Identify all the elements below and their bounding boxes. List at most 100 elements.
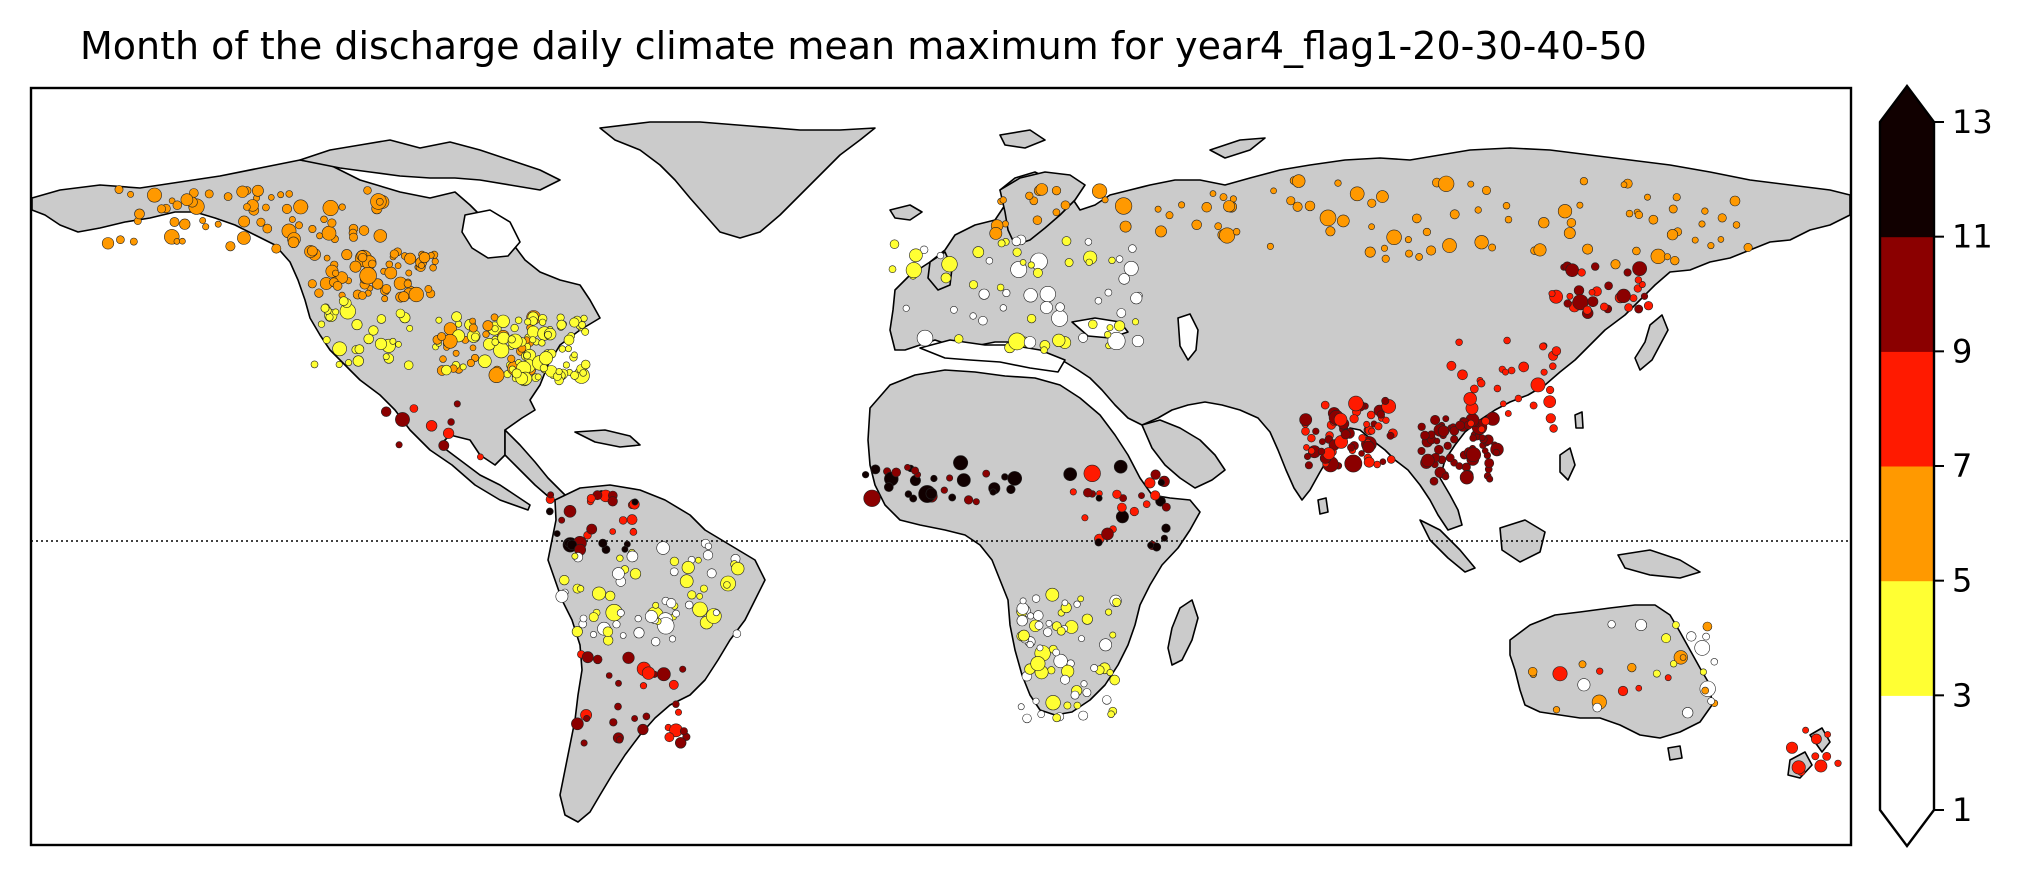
station-point (639, 682, 648, 690)
station-point (1604, 281, 1613, 291)
station-point (1557, 204, 1573, 219)
hudson-bay (461, 209, 521, 259)
station-point (940, 272, 952, 284)
station-point (539, 351, 553, 366)
station-point (1635, 619, 1647, 631)
station-point (1105, 608, 1113, 616)
station-point (1340, 429, 1351, 440)
station-point (1099, 638, 1112, 652)
station-point (1627, 662, 1637, 673)
figure-title: Month of the discharge daily climate mea… (80, 24, 1647, 68)
station-point (1161, 523, 1171, 533)
station-point (997, 239, 1006, 248)
station-point (1437, 425, 1450, 437)
station-point (524, 318, 532, 326)
station-point (1106, 324, 1114, 331)
station-point (1116, 308, 1127, 318)
station-point (1632, 261, 1647, 276)
station-point (1577, 678, 1591, 692)
station-point (1144, 477, 1156, 489)
station-point (1007, 471, 1023, 486)
station-point (1374, 422, 1383, 431)
station-point (1083, 488, 1093, 498)
station-point (1430, 414, 1441, 425)
station-point (1381, 254, 1390, 263)
station-point (712, 609, 720, 617)
station-point (1590, 262, 1600, 271)
station-point (491, 338, 499, 346)
station-point (409, 404, 419, 413)
station-point (1132, 318, 1140, 326)
station-point (332, 341, 347, 357)
station-point (405, 269, 413, 277)
station-point (656, 541, 670, 555)
station-point (1477, 379, 1486, 388)
station-point (732, 629, 742, 638)
station-point (579, 369, 587, 377)
station-point (1552, 706, 1561, 714)
station-point (583, 714, 591, 722)
station-point (1219, 227, 1236, 244)
station-point (1131, 334, 1144, 347)
station-point (562, 361, 570, 369)
station-point (1634, 276, 1643, 284)
station-point (946, 474, 954, 482)
station-point (616, 609, 625, 617)
station-point (978, 316, 988, 326)
station-point (1822, 752, 1832, 761)
station-point (418, 262, 425, 269)
station-point (1530, 377, 1546, 393)
station-point (615, 736, 624, 744)
station-point (527, 325, 540, 338)
station-point (395, 441, 403, 449)
station-point (395, 340, 402, 348)
station-point (338, 203, 346, 211)
station-point (1115, 510, 1129, 524)
station-point (1299, 413, 1313, 427)
station-point (1106, 669, 1114, 677)
land-sri-lanka (1317, 497, 1329, 515)
station-point (451, 311, 462, 323)
station-point (1107, 710, 1115, 718)
station-point (285, 190, 293, 198)
station-point (1502, 368, 1509, 376)
station-point (1104, 331, 1112, 339)
station-point (363, 333, 374, 345)
station-point (619, 632, 627, 639)
station-point (424, 285, 433, 293)
station-point (1069, 488, 1077, 496)
station-point (672, 609, 680, 618)
station-point (394, 262, 402, 270)
station-point (1624, 303, 1633, 312)
station-point (237, 231, 251, 245)
station-point (307, 279, 317, 289)
colorbar-bin (1880, 466, 1934, 582)
station-point (418, 251, 431, 264)
station-point (1344, 454, 1363, 473)
station-point (173, 238, 181, 245)
station-point (288, 216, 296, 223)
station-point (327, 218, 337, 228)
station-point (559, 574, 570, 586)
station-point (1129, 506, 1139, 517)
station-point (626, 514, 638, 525)
station-point (1457, 369, 1468, 381)
station-point (338, 296, 349, 307)
station-point (555, 590, 569, 603)
station-point (1232, 228, 1241, 236)
station-point (368, 325, 379, 336)
station-markers (101, 174, 1842, 777)
station-point (652, 601, 660, 609)
station-point (861, 471, 870, 479)
station-point (1632, 246, 1641, 256)
station-point (1640, 292, 1649, 300)
station-point (1113, 459, 1128, 474)
station-point (956, 473, 971, 487)
station-point (930, 474, 938, 483)
station-point (1045, 695, 1061, 711)
station-point (1504, 215, 1513, 224)
station-point (496, 314, 510, 328)
station-point (1623, 268, 1632, 277)
land-taiwan (1574, 411, 1584, 429)
station-point (571, 351, 578, 359)
